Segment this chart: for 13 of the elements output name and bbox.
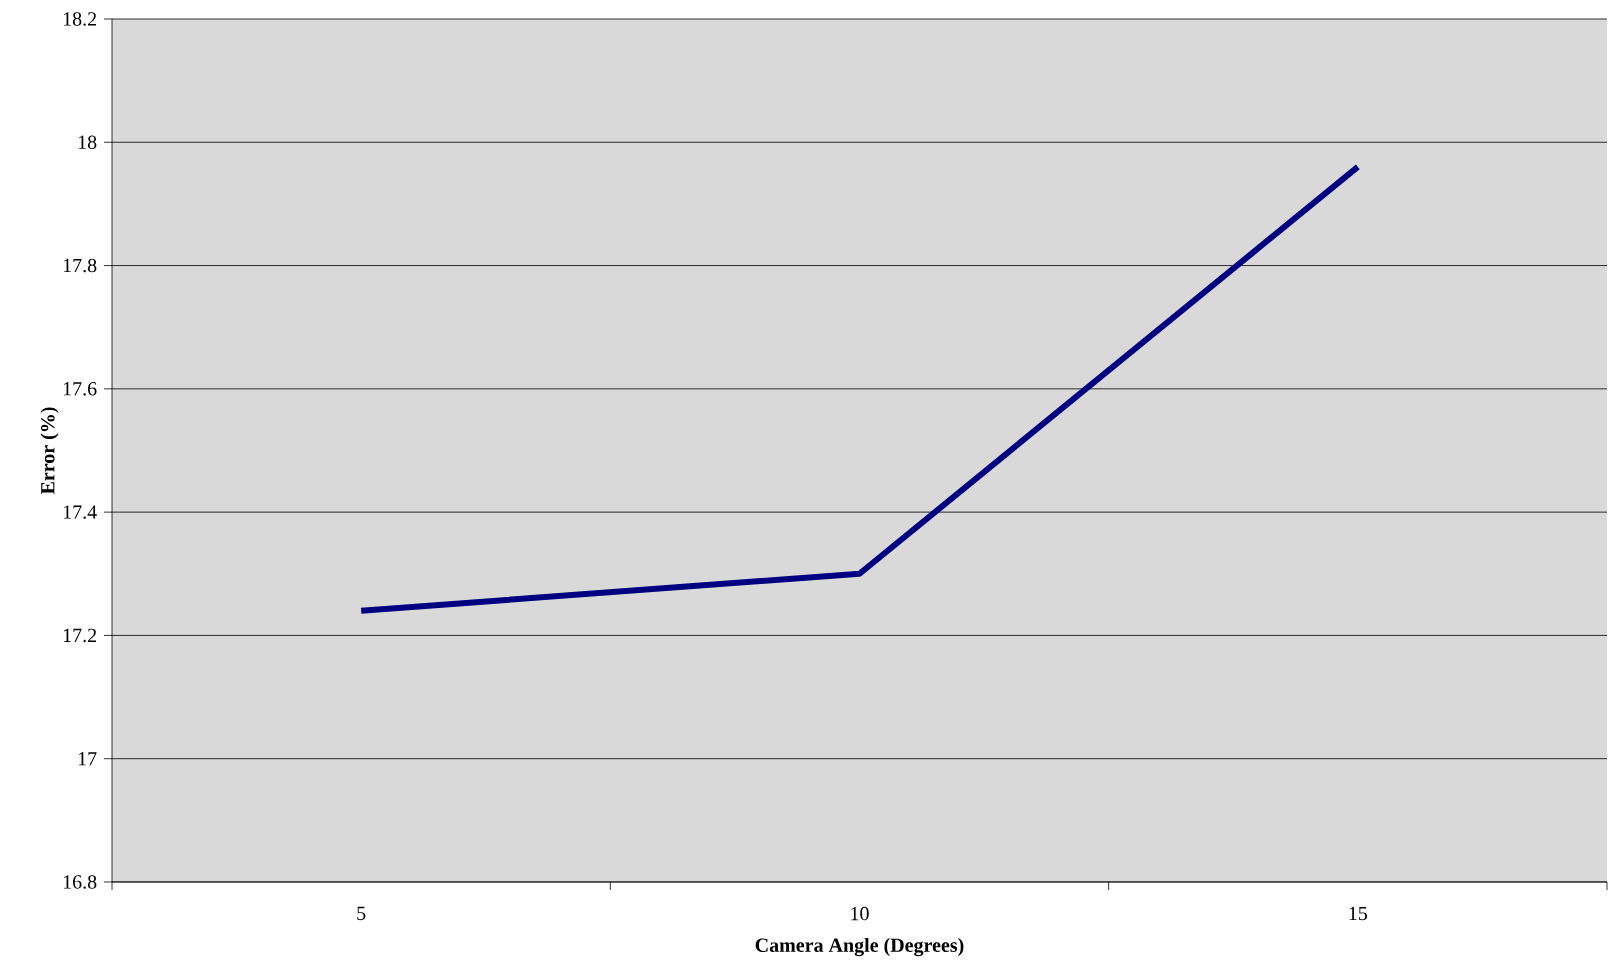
- x-tick-label: 10: [851, 906, 869, 921]
- y-tick-label: 17.8: [63, 258, 97, 273]
- y-axis-title: Error (%): [40, 407, 59, 495]
- x-tick-label: 15: [1349, 906, 1368, 921]
- x-tick-label: 5: [357, 906, 366, 921]
- y-tick-label: 17.2: [63, 628, 97, 643]
- x-axis-title: Camera Angle (Degrees): [755, 937, 964, 957]
- y-tick-label: 17.4: [63, 505, 97, 519]
- y-tick-label: 18.2: [63, 12, 97, 26]
- y-tick-label: 17.6: [63, 382, 97, 396]
- y-tick-label: 16.8: [63, 875, 97, 889]
- y-tick-label: 17: [78, 752, 97, 766]
- y-tick-label: 18: [78, 135, 97, 150]
